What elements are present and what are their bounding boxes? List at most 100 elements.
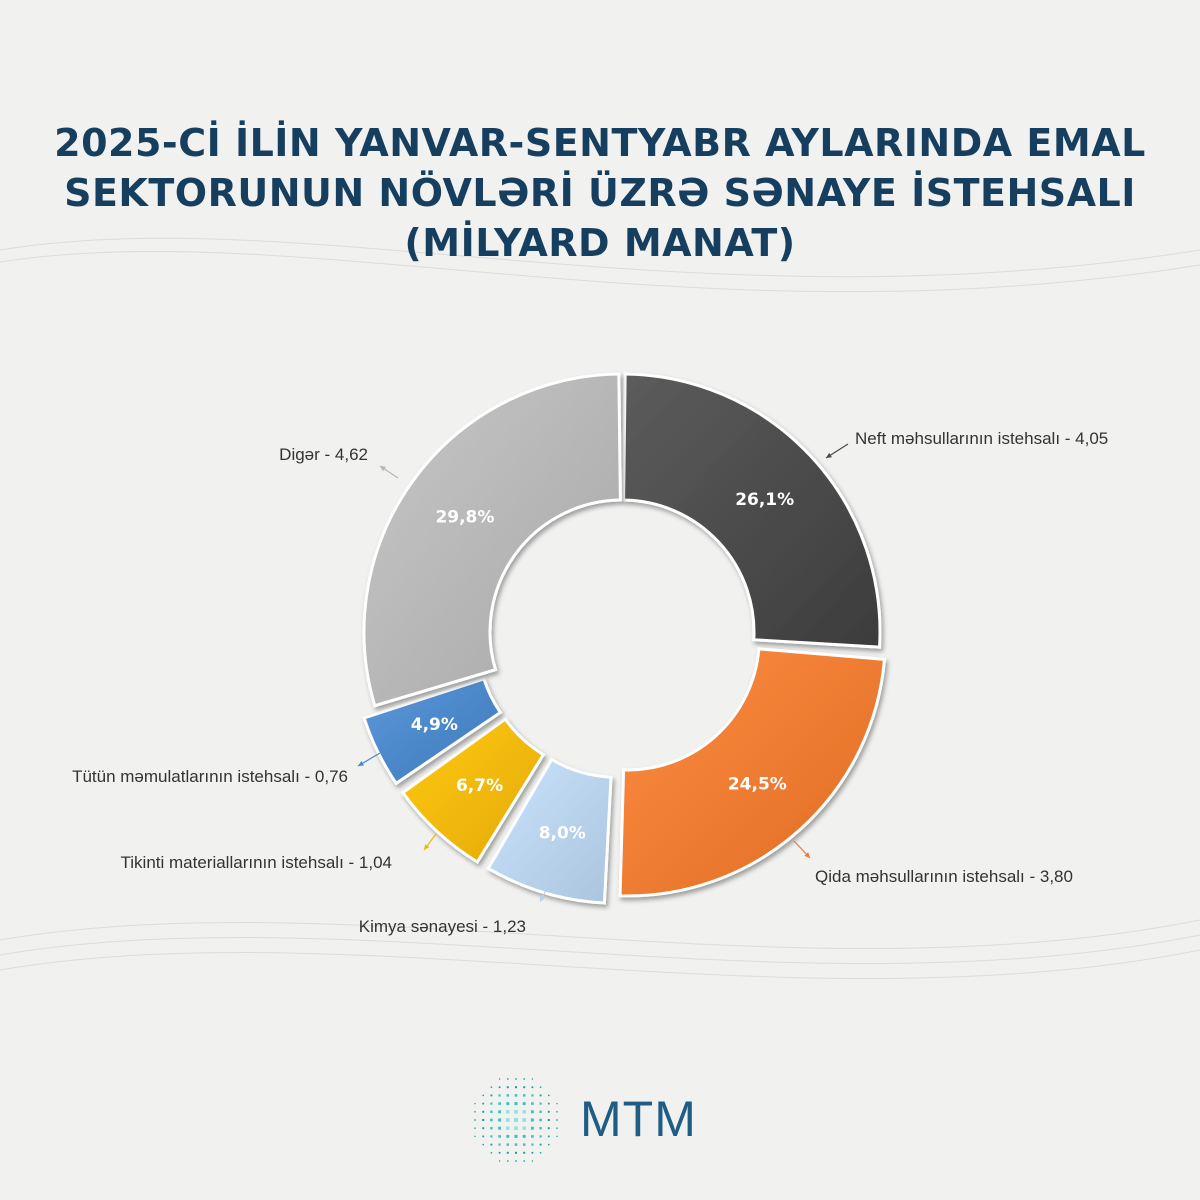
logo-dot (522, 1143, 526, 1146)
logo-dot (539, 1143, 542, 1146)
logo-dot (506, 1134, 510, 1138)
logo-dot (498, 1126, 502, 1130)
callout-arrowhead (826, 452, 832, 458)
logo-dot (556, 1127, 558, 1129)
logo-dot (531, 1094, 534, 1097)
slice-percent-label: 6,7% (456, 776, 503, 796)
logo-dot (556, 1111, 558, 1113)
logo-dot (506, 1143, 510, 1146)
logo-dot (482, 1094, 484, 1097)
logo-dot (490, 1102, 493, 1105)
logo-dot (523, 1151, 526, 1154)
title-line-1: 2025-Cİ İLİN YANVAR-SENTYABR AYLARINDA E… (54, 121, 1146, 165)
logo-dot (531, 1160, 534, 1162)
logo-dot (490, 1094, 493, 1097)
logo-dot (498, 1151, 501, 1154)
logo-dot (498, 1160, 501, 1162)
slice-percent-label: 24,5% (728, 774, 787, 794)
slice-percent-label: 8,0% (539, 823, 586, 843)
logo-dot (498, 1086, 501, 1089)
logo-dot (523, 1160, 525, 1162)
logo-dot (539, 1126, 542, 1130)
logo-dot (474, 1135, 476, 1138)
logo-dot (505, 1118, 510, 1122)
logo-dot (531, 1151, 534, 1154)
slice-percent-label: 4,9% (411, 715, 458, 735)
logo-dot (539, 1135, 542, 1138)
slice-callout-label: Digər - 4,62 (279, 445, 368, 464)
logo-dot (539, 1110, 542, 1114)
logo-dot (548, 1143, 550, 1146)
slice-2 (618, 647, 887, 898)
logo-dot (556, 1119, 558, 1121)
logo-dot (474, 1127, 476, 1129)
logo-dot (498, 1094, 501, 1097)
logo-dot (547, 1135, 550, 1138)
logo-dot (523, 1086, 526, 1089)
logo-dot (498, 1078, 501, 1080)
logo-dot (531, 1135, 534, 1138)
logo-dot (515, 1078, 517, 1080)
logo-dot (539, 1152, 542, 1154)
logo-dot (522, 1094, 526, 1097)
slice-callout-label: Tütün məmulatlarının istehsalı - 0,76 (72, 767, 348, 786)
logo-dot (547, 1127, 550, 1130)
logo-dot (506, 1102, 510, 1106)
callout-arrowhead (424, 844, 430, 850)
logo-dot (482, 1110, 485, 1113)
title-line-3: (MİLYARD MANAT) (404, 221, 796, 265)
logo-dot (515, 1086, 517, 1089)
logo-dot (474, 1111, 476, 1113)
logo-dot (514, 1126, 518, 1131)
logo-dot (490, 1143, 493, 1146)
logo-dot (498, 1118, 502, 1122)
slice-5 (362, 677, 503, 786)
logo-dot (514, 1143, 518, 1146)
slice-callout-label: Neft məhsullarının istehsalı - 4,05 (855, 429, 1108, 448)
slice-callout-label: Tikinti materiallarının istehsalı - 1,04 (121, 853, 392, 872)
logo-dot (506, 1110, 510, 1114)
logo-dot (506, 1126, 510, 1130)
slice-callout-label: Kimya sənayesi - 1,23 (359, 917, 526, 936)
logo-dot (490, 1126, 493, 1130)
logo-dot (548, 1094, 550, 1097)
logo-dot (490, 1152, 493, 1154)
logo-dot (490, 1086, 493, 1088)
logo-dot (547, 1119, 550, 1121)
logo-dot (539, 1118, 542, 1122)
logo-dot (498, 1102, 501, 1105)
logo-dot (531, 1078, 534, 1080)
logo-dot (498, 1135, 501, 1138)
slice-percent-label: 26,1% (735, 490, 794, 510)
logo-dot (530, 1126, 534, 1130)
logo-dot (547, 1110, 550, 1113)
logo-dot (482, 1119, 485, 1121)
logo-dot (539, 1102, 542, 1105)
title-line-2: SEKTORUNUN NÖVLƏRİ ÜZRƏ SƏNAYE İSTEHSALI (64, 171, 1136, 215)
callout-arrowhead (380, 466, 386, 472)
logo-dot (531, 1143, 534, 1146)
logo-dot (514, 1109, 518, 1114)
logo-dot (507, 1078, 509, 1080)
logo-dot (531, 1102, 534, 1105)
logo-dot (522, 1126, 526, 1130)
logo-dot (490, 1118, 493, 1122)
logo-dot (490, 1135, 493, 1138)
logo-dot (506, 1086, 509, 1089)
logo-dot (507, 1160, 509, 1162)
callout-arrowhead (540, 896, 545, 902)
logo-dot (506, 1094, 510, 1097)
logo-dot (556, 1102, 558, 1105)
slice-percent-label: 29,8% (435, 507, 494, 527)
logo-dot (498, 1110, 502, 1114)
logo-dot (482, 1127, 485, 1130)
logo-dot (522, 1118, 527, 1122)
logo-dot (515, 1151, 517, 1154)
slice-3 (486, 757, 613, 905)
logo-dot (547, 1102, 550, 1105)
logo-dot (506, 1151, 509, 1154)
slice-callout-label: Qida məhsullarının istehsalı - 3,80 (815, 867, 1073, 886)
logo-dot (531, 1086, 534, 1089)
logo-dot (482, 1143, 484, 1146)
